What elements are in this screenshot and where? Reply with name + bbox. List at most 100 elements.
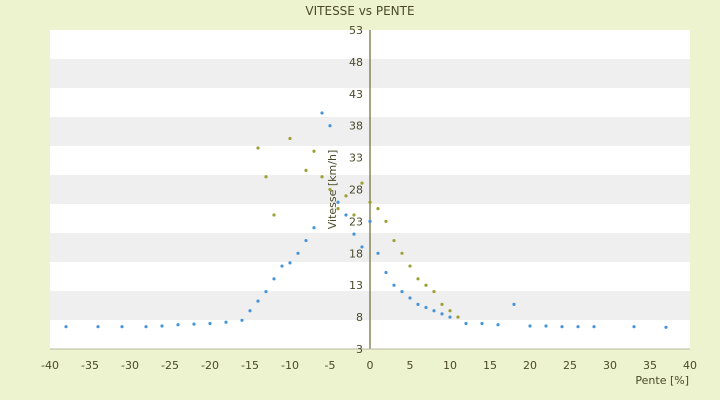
series-0-point-16 (280, 264, 284, 268)
series-1-point-0 (256, 146, 260, 150)
y-tick-label: 53 (349, 24, 363, 37)
series-0-point-29 (384, 270, 388, 275)
series-1-point-1 (264, 175, 268, 179)
series-0-point-47 (632, 325, 636, 329)
series-1-point-5 (312, 149, 316, 153)
y-tick-label: 18 (349, 247, 363, 260)
series-0-point-22 (328, 124, 332, 128)
series-0-point-9 (208, 321, 212, 326)
series-1-point-2 (272, 213, 276, 217)
y-tick-label: 23 (349, 215, 363, 228)
series-0-point-37 (448, 315, 452, 319)
series-0-point-26 (360, 245, 364, 249)
x-tick-label: 30 (603, 359, 617, 372)
y-tick-label: 43 (349, 88, 363, 101)
series-0-point-14 (264, 289, 268, 294)
series-0-point-8 (192, 322, 196, 326)
series-0-point-3 (96, 325, 100, 329)
series-0-point-44 (560, 325, 564, 329)
series-0-point-41 (512, 302, 516, 306)
series-1-point-23 (456, 315, 460, 319)
series-0-point-48 (664, 325, 668, 329)
y-tick-label: 33 (349, 152, 363, 165)
series-0-point-20 (312, 226, 316, 230)
series-0-point-25 (352, 232, 356, 236)
series-0-point-28 (376, 251, 380, 255)
series-0-point-18 (296, 251, 300, 255)
series-0-point-45 (576, 325, 580, 329)
series-0-point-31 (400, 289, 404, 294)
x-tick-label: -30 (121, 359, 139, 372)
series-0-point-24 (344, 213, 348, 217)
series-0-point-2 (64, 325, 68, 329)
series-1-point-20 (432, 289, 436, 294)
series-0-point-17 (288, 261, 292, 265)
series-0-point-15 (272, 277, 276, 281)
x-tick-label: 35 (643, 359, 657, 372)
series-0-point-13 (256, 299, 260, 303)
x-tick-label: -10 (281, 359, 299, 372)
x-tick-label: 0 (367, 359, 374, 372)
y-tick-label: 28 (349, 184, 363, 197)
series-1-point-13 (376, 207, 380, 211)
series-1-point-19 (424, 283, 428, 287)
series-1-point-3 (288, 136, 292, 141)
series-0-point-36 (440, 312, 444, 316)
series-1-point-10 (352, 213, 356, 217)
series-0-point-43 (544, 324, 548, 328)
series-1-point-7 (328, 187, 332, 192)
x-axis-label: Pente [%] (635, 374, 689, 387)
series-0-point-42 (528, 324, 532, 328)
x-tick-label: 5 (407, 359, 414, 372)
x-tick-label: -25 (161, 359, 179, 372)
series-0-point-23 (336, 200, 340, 204)
x-tick-label: 15 (483, 359, 497, 372)
series-0-point-6 (160, 324, 164, 328)
x-tick-label: -20 (201, 359, 219, 372)
series-0-point-21 (320, 111, 324, 115)
series-0-point-40 (496, 323, 500, 327)
series-1-point-16 (400, 251, 404, 255)
series-0-point-35 (432, 309, 436, 313)
y-axis-label: Vitesse [km/h] (326, 150, 339, 230)
series-0-point-12 (248, 309, 252, 313)
series-1-point-6 (320, 175, 324, 179)
series-0-point-7 (176, 323, 180, 327)
x-tick-label: -15 (241, 359, 259, 372)
x-tick-label: 40 (683, 359, 697, 372)
x-tick-label: 10 (443, 359, 457, 372)
series-1-point-11 (360, 181, 364, 185)
x-tick-label: -5 (325, 359, 336, 372)
y-tick-label: 38 (349, 120, 363, 133)
y-tick-label: 48 (349, 56, 363, 69)
series-1-point-17 (408, 264, 412, 268)
series-1-point-21 (440, 302, 444, 306)
series-0-point-34 (424, 305, 428, 310)
y-tick-label: 3 (356, 343, 363, 356)
series-0-point-30 (392, 283, 396, 287)
series-1-point-4 (304, 168, 308, 172)
series-0-point-46 (592, 325, 596, 329)
series-0-point-27 (368, 219, 372, 223)
series-1-point-18 (416, 277, 420, 281)
chart-title: VITESSE vs PENTE (305, 4, 414, 18)
series-0-point-33 (416, 302, 420, 306)
series-1-point-12 (368, 200, 372, 204)
series-1-point-15 (392, 238, 396, 243)
series-0-point-5 (144, 325, 148, 329)
series-0-point-19 (304, 238, 308, 243)
series-0-point-38 (464, 321, 468, 326)
y-tick-label: 8 (356, 311, 363, 324)
y-tick-label: 13 (349, 279, 363, 292)
x-tick-label: 25 (563, 359, 577, 372)
series-1-point-8 (336, 207, 340, 211)
series-0-point-4 (120, 325, 124, 329)
x-tick-label: -40 (41, 359, 59, 372)
series-1-point-22 (448, 309, 452, 313)
series-0-point-39 (480, 321, 484, 326)
series-1-point-14 (384, 219, 388, 223)
x-tick-label: -35 (81, 359, 99, 372)
series-0-point-10 (224, 320, 228, 324)
